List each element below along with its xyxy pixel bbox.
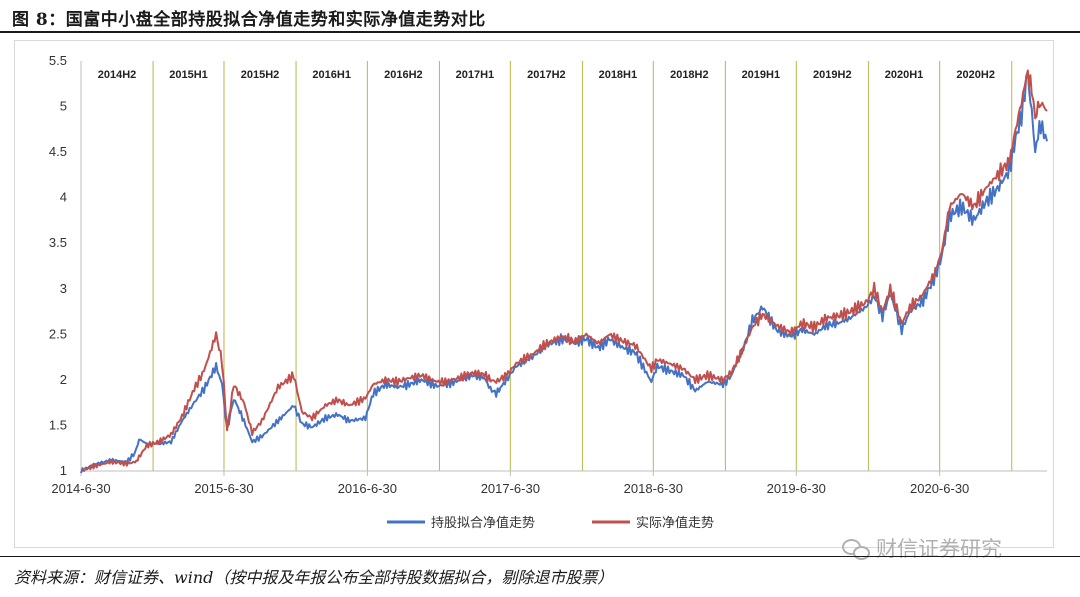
y-tick-label: 3.5 <box>49 235 67 250</box>
period-label: 2015H1 <box>169 69 208 81</box>
period-label: 2014H2 <box>98 69 137 81</box>
y-tick-label: 2 <box>60 372 67 387</box>
y-tick-label: 4.5 <box>49 144 67 159</box>
x-tick-label: 2020-6-30 <box>910 481 969 496</box>
legend-label-1: 持股拟合净值走势 <box>431 515 535 530</box>
watermark-text: 财信证券研究 <box>876 537 1002 561</box>
watermark: 财信证券研究 <box>842 533 1002 563</box>
period-label: 2018H2 <box>670 69 709 81</box>
x-tick-label: 2017-6-30 <box>481 481 540 496</box>
series-line-2 <box>80 69 1048 472</box>
period-label: 2015H2 <box>241 69 280 81</box>
y-tick-label: 4 <box>60 190 67 205</box>
y-tick-label: 2.5 <box>49 326 67 341</box>
x-tick-label: 2015-6-30 <box>194 481 253 496</box>
chart-frame: 2014H2 2015H1 2015H2 2016H1 2016H2 2017H1 2017… <box>14 40 1054 548</box>
period-label: 2017H2 <box>527 69 566 81</box>
bottom-divider <box>0 556 1080 557</box>
figure-title: 图 8：国富中小盘全部持股拟合净值走势和实际净值走势对比 <box>12 10 486 30</box>
source-note: 资料来源：财信证券、wind（按中报及年报公布全部持股数据拟合，剔除退市股票） <box>14 568 614 587</box>
period-label: 2019H2 <box>813 69 852 81</box>
x-tick-label: 2019-6-30 <box>767 481 826 496</box>
y-tick-label: 1.5 <box>49 417 67 432</box>
period-label: 2016H1 <box>312 69 351 81</box>
x-tick-label: 2014-6-30 <box>51 481 110 496</box>
period-label: 2018H1 <box>599 69 638 81</box>
x-tick-label: 2016-6-30 <box>338 481 397 496</box>
y-tick-label: 5 <box>60 99 67 114</box>
period-label: 2017H1 <box>456 69 495 81</box>
legend-label-2: 实际净值走势 <box>636 515 714 530</box>
y-tick-label: 1 <box>60 463 67 478</box>
period-label: 2020H1 <box>885 69 924 81</box>
y-tick-label: 5.5 <box>49 53 67 68</box>
period-label: 2019H1 <box>742 69 781 81</box>
period-label: 2020H2 <box>956 69 995 81</box>
top-divider <box>0 31 1080 33</box>
line-chart: 2014H2 2015H1 2015H2 2016H1 2016H2 2017H1 2017… <box>49 53 1048 530</box>
x-tick-label: 2018-6-30 <box>624 481 683 496</box>
period-label: 2016H2 <box>384 69 423 81</box>
y-tick-label: 3 <box>60 281 67 296</box>
